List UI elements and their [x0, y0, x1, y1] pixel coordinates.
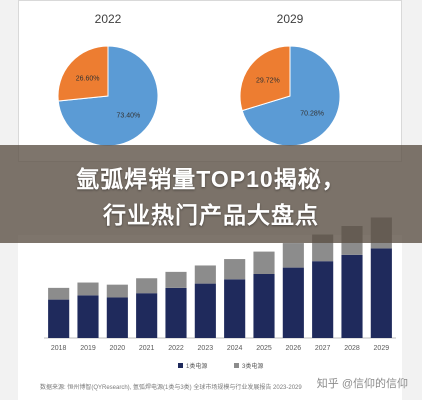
x-tick-label-2026: 2026 — [286, 345, 302, 352]
bar-2021-series-0 — [136, 293, 158, 338]
bar-2020-series-0 — [106, 297, 128, 338]
bar-2020-series-1 — [106, 284, 128, 298]
bar-2025-series-0 — [253, 274, 275, 338]
x-tick-label-2025: 2025 — [256, 345, 272, 352]
bar-2025-series-1 — [253, 251, 275, 274]
headline-line-2: 行业热门产品大盘点 — [103, 202, 319, 228]
headline-banner — [0, 145, 422, 243]
pie-slice-1-1 — [239, 45, 291, 112]
bar-2026-series-0 — [282, 267, 304, 338]
pie-chart-2022: 2022 73.40% 26.60% — [57, 12, 159, 147]
bar-2019-series-1 — [77, 282, 99, 296]
x-tick-label-2029: 2029 — [374, 345, 390, 352]
bar-2019-series-0 — [77, 295, 99, 338]
bar-2027-series-0 — [312, 261, 334, 338]
bar-2018-series-0 — [48, 299, 70, 338]
bar-2023-series-0 — [194, 283, 216, 338]
pie-label-0-1: 26.60% — [76, 76, 100, 83]
x-tick-label-2023: 2023 — [198, 345, 214, 352]
pie-label-1-1: 29.72% — [256, 78, 280, 85]
x-tick-label-2022: 2022 — [168, 345, 184, 352]
pie-slice-0-1 — [57, 45, 109, 102]
bar-2022-series-0 — [165, 287, 187, 338]
bar-2026-series-1 — [282, 243, 304, 268]
pie-label-1-0: 70.28% — [300, 110, 324, 117]
legend-label-0: 1类电源 — [186, 362, 207, 370]
pie-chart-2029: 2029 70.28% 29.72% — [239, 12, 341, 147]
x-tick-label-2018: 2018 — [51, 345, 67, 352]
bar-2022-series-1 — [165, 271, 187, 288]
x-tick-label-2020: 2020 — [110, 345, 126, 352]
pie-slice-1-0 — [241, 45, 341, 147]
source-caption: 数据来源: 恒州博智(QYResearch), 氩弧焊电源(1类与3类) 全球市… — [40, 385, 302, 391]
bar-2029-series-0 — [370, 248, 392, 338]
legend-label-1: 3类电源 — [242, 362, 263, 370]
bar-2024-series-1 — [224, 259, 246, 280]
bar-2028-series-0 — [341, 254, 363, 338]
legend-swatch-0 — [178, 363, 183, 368]
headline-line-1: 氩弧焊销量TOP10揭秘， — [76, 166, 346, 192]
pie-title-0: 2022 — [95, 12, 122, 26]
x-tick-label-2028: 2028 — [344, 345, 360, 352]
bar-2018-series-1 — [48, 287, 70, 300]
legend-swatch-1 — [234, 363, 239, 368]
watermark: 知乎 @信仰的信仰 — [316, 378, 408, 390]
bar-2021-series-1 — [136, 278, 158, 294]
x-tick-label-2024: 2024 — [227, 345, 243, 352]
x-tick-label-2019: 2019 — [80, 345, 96, 352]
pie-title-1: 2029 — [277, 12, 304, 26]
pie-label-0-0: 73.40% — [117, 112, 141, 119]
x-tick-label-2027: 2027 — [315, 345, 331, 352]
bar-2023-series-1 — [194, 265, 216, 284]
x-tick-label-2021: 2021 — [139, 345, 155, 352]
bar-2024-series-0 — [224, 279, 246, 338]
